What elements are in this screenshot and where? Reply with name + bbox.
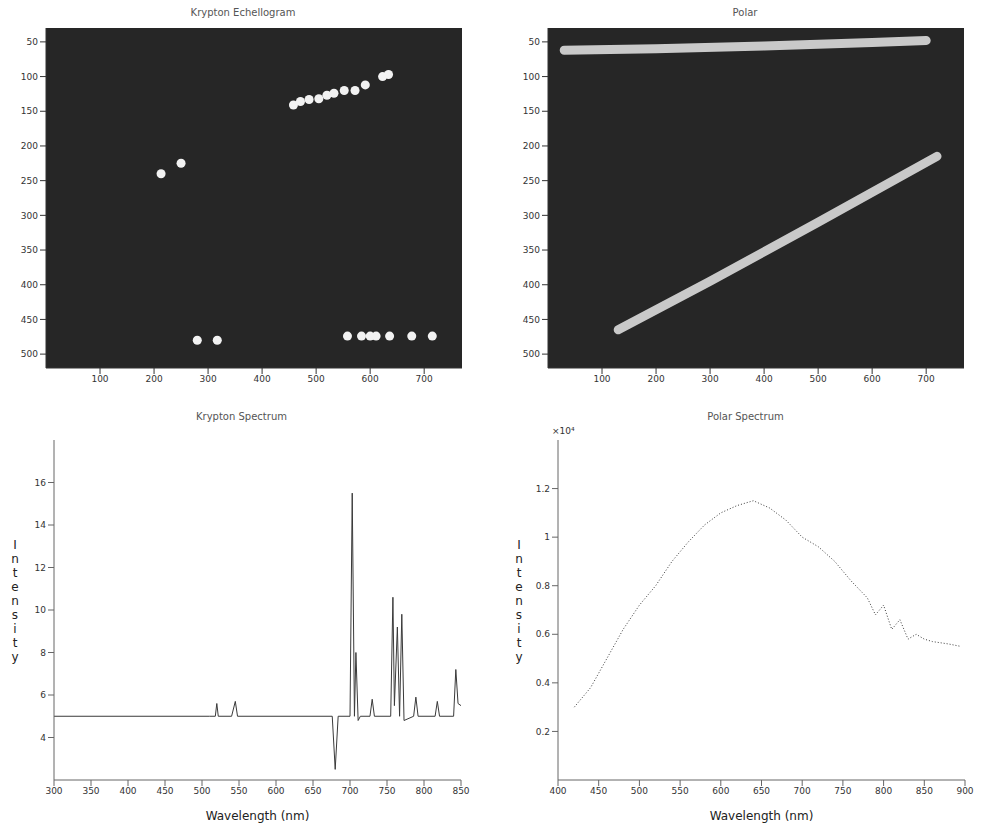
svg-text:16: 16 [35, 478, 47, 488]
svg-text:400: 400 [119, 786, 136, 796]
svg-text:300: 300 [523, 211, 540, 221]
svg-text:600: 600 [864, 374, 881, 384]
svg-text:550: 550 [672, 786, 689, 796]
html-text:n: n [11, 552, 19, 566]
svg-text:400: 400 [523, 280, 540, 290]
html-text:e: e [515, 580, 523, 594]
svg-text:10: 10 [35, 605, 47, 615]
html-text:n: n [11, 594, 19, 608]
svg-text:600: 600 [712, 786, 729, 796]
svg-text:6: 6 [40, 690, 46, 700]
svg-text:12: 12 [35, 563, 46, 573]
svg-text:200: 200 [21, 141, 38, 151]
html-text:Polar Spectrum: Polar Spectrum [707, 411, 784, 422]
svg-text:100: 100 [91, 374, 108, 384]
html-text:Krypton Spectrum: Krypton Spectrum [196, 411, 287, 422]
html-text:i: i [13, 622, 17, 636]
svg-text:500: 500 [523, 349, 540, 359]
svg-text:700: 700 [918, 374, 935, 384]
svg-text:100: 100 [593, 374, 610, 384]
svg-text:600: 600 [362, 374, 379, 384]
svg-text:500: 500 [308, 374, 325, 384]
html-text:t: t [12, 636, 18, 650]
svg-text:650: 650 [304, 786, 321, 796]
svg-text:700: 700 [341, 786, 358, 796]
html-text:Polar: Polar [732, 7, 758, 18]
html-text:t: t [12, 566, 18, 580]
html-text:I: I [13, 538, 17, 552]
svg-text:450: 450 [156, 786, 173, 796]
svg-text:700: 700 [416, 374, 433, 384]
svg-text:150: 150 [523, 106, 540, 116]
svg-text:0.8: 0.8 [536, 581, 551, 591]
svg-text:300: 300 [21, 211, 38, 221]
svg-text:1.2: 1.2 [536, 484, 550, 494]
html-text:I: I [517, 538, 521, 552]
svg-text:850: 850 [916, 786, 933, 796]
html-text:n: n [515, 552, 523, 566]
html-text:e: e [11, 580, 19, 594]
svg-text:300: 300 [701, 374, 718, 384]
svg-text:400: 400 [21, 280, 38, 290]
svg-text:450: 450 [21, 315, 38, 325]
svg-text:200: 200 [523, 141, 540, 151]
html-text:s: s [515, 608, 523, 622]
svg-text:1: 1 [544, 532, 550, 542]
svg-text:50: 50 [27, 37, 39, 47]
svg-text:400: 400 [254, 374, 271, 384]
svg-text:700: 700 [794, 786, 811, 796]
html-text:y: y [515, 650, 523, 664]
html-text:t: t [516, 636, 522, 650]
svg-text:14: 14 [35, 520, 47, 530]
svg-text:750: 750 [834, 786, 851, 796]
html-text:s: s [11, 608, 19, 622]
svg-text:500: 500 [810, 374, 827, 384]
svg-text:350: 350 [82, 786, 99, 796]
svg-text:900: 900 [956, 786, 973, 796]
svg-text:0.2: 0.2 [536, 727, 550, 737]
svg-text:Wavelength (nm): Wavelength (nm) [206, 809, 310, 823]
svg-text:650: 650 [753, 786, 770, 796]
svg-text:800: 800 [415, 786, 432, 796]
svg-text:750: 750 [378, 786, 395, 796]
svg-text:800: 800 [875, 786, 892, 796]
html-text:×10⁴: ×10⁴ [552, 426, 575, 436]
svg-text:200: 200 [647, 374, 664, 384]
svg-text:100: 100 [21, 72, 38, 82]
html-text:t: t [516, 566, 522, 580]
html-text:Krypton Echellogram: Krypton Echellogram [190, 7, 296, 18]
svg-text:300: 300 [45, 786, 62, 796]
svg-text:500: 500 [631, 786, 648, 796]
svg-text:250: 250 [523, 176, 540, 186]
svg-text:450: 450 [590, 786, 607, 796]
svg-text:500: 500 [21, 349, 38, 359]
html-text:i: i [517, 622, 521, 636]
svg-text:Wavelength (nm): Wavelength (nm) [710, 809, 814, 823]
svg-text:850: 850 [452, 786, 469, 796]
svg-text:500: 500 [193, 786, 210, 796]
svg-text:450: 450 [523, 315, 540, 325]
svg-text:0.6: 0.6 [536, 629, 551, 639]
svg-text:400: 400 [549, 786, 566, 796]
svg-text:50: 50 [529, 37, 541, 47]
svg-text:300: 300 [199, 374, 216, 384]
svg-text:600: 600 [267, 786, 284, 796]
svg-text:350: 350 [21, 245, 38, 255]
svg-text:150: 150 [21, 106, 38, 116]
svg-text:350: 350 [523, 245, 540, 255]
svg-text:8: 8 [40, 648, 46, 658]
html-text:n: n [515, 594, 523, 608]
html-text:y: y [11, 650, 19, 664]
svg-text:4: 4 [40, 733, 46, 743]
svg-text:400: 400 [756, 374, 773, 384]
svg-text:100: 100 [523, 72, 540, 82]
svg-text:0.4: 0.4 [536, 678, 551, 688]
svg-text:550: 550 [230, 786, 247, 796]
svg-text:250: 250 [21, 176, 38, 186]
svg-text:200: 200 [145, 374, 162, 384]
